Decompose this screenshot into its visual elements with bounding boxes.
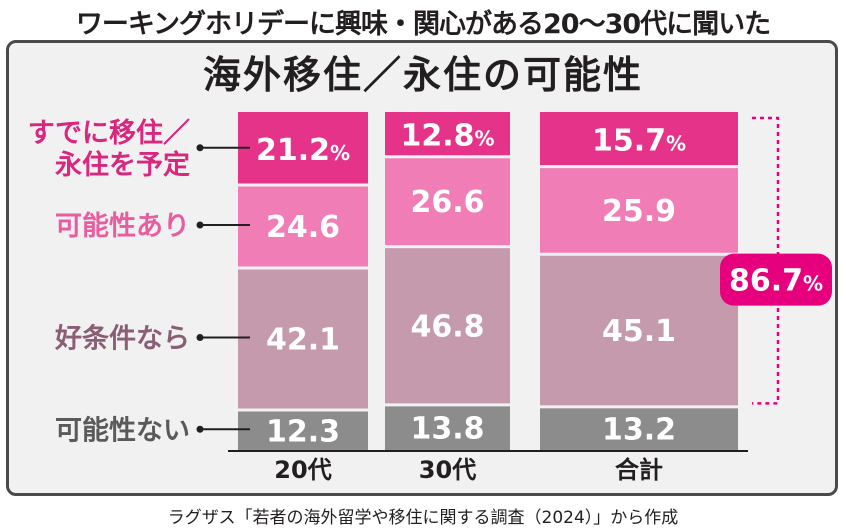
data-label: 13.8 bbox=[410, 412, 484, 447]
bar-segment bbox=[385, 112, 510, 156]
data-label: 21.2% bbox=[256, 133, 350, 168]
bar-segment bbox=[540, 112, 738, 166]
legend-entry: 可能性あり bbox=[55, 210, 190, 242]
x-tick-label: 20代 bbox=[274, 456, 331, 484]
chart-title: 海外移住／永住の可能性 bbox=[202, 53, 643, 97]
legend-entry: すでに移住／ bbox=[28, 117, 190, 149]
legend-dot bbox=[196, 221, 204, 229]
bar-segment bbox=[238, 411, 368, 450]
legend-dot bbox=[196, 334, 204, 342]
data-label: 12.3 bbox=[266, 414, 340, 449]
bar-segment bbox=[540, 168, 738, 253]
data-label: 26.6 bbox=[410, 185, 484, 220]
total-label: 86.7% bbox=[729, 264, 823, 299]
data-label: 12.8% bbox=[400, 119, 494, 154]
bar-segment bbox=[238, 186, 368, 267]
bar-segment bbox=[385, 158, 510, 246]
legend-entry: 永住を予定 bbox=[54, 149, 190, 181]
chart-supertitle: ワーキングホリデーに興味・関心がある20〜30代に聞いた bbox=[75, 9, 771, 40]
x-tick-label: 30代 bbox=[419, 456, 476, 484]
data-label: 45.1 bbox=[602, 314, 676, 349]
data-label: 25.9 bbox=[602, 194, 676, 229]
chart-source: ラグザス「若者の海外留学や移住に関する調査（2024）」から作成 bbox=[167, 508, 679, 528]
bar-segment bbox=[238, 112, 368, 184]
x-tick-label: 合計 bbox=[615, 456, 663, 484]
legend-entry: 可能性ない bbox=[55, 414, 190, 446]
data-label: 24.6 bbox=[266, 210, 340, 245]
data-label: 46.8 bbox=[410, 309, 484, 344]
bar-segment bbox=[540, 408, 738, 450]
bar-segment bbox=[238, 269, 368, 409]
legend-dot bbox=[196, 144, 204, 152]
legend-entry: 好条件なら bbox=[54, 324, 190, 355]
legend-dot bbox=[196, 425, 204, 433]
data-label: 13.2 bbox=[602, 413, 676, 448]
bar-segment bbox=[385, 248, 510, 404]
total-badge bbox=[720, 253, 832, 306]
bar-segment bbox=[385, 406, 510, 450]
data-label: 15.7% bbox=[592, 124, 686, 159]
bar-segment bbox=[540, 255, 738, 406]
data-label: 42.1 bbox=[266, 323, 340, 358]
